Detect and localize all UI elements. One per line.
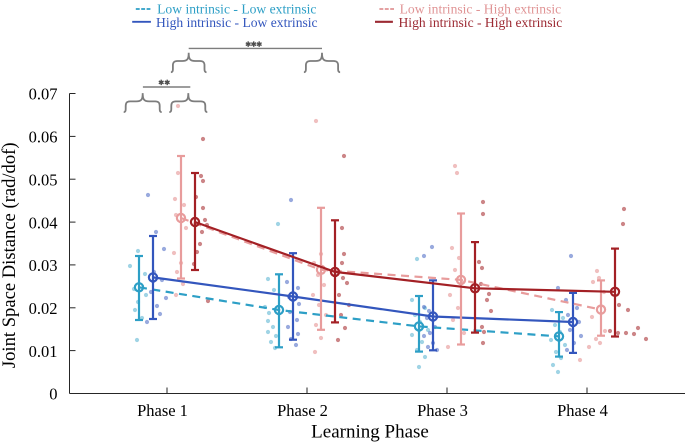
svg-text:0.01: 0.01: [29, 342, 58, 361]
svg-text:0.03: 0.03: [29, 256, 58, 275]
svg-text:0.02: 0.02: [29, 299, 58, 318]
svg-text:Phase 2: Phase 2: [277, 401, 328, 420]
svg-text:0.06: 0.06: [29, 128, 58, 147]
svg-text:Low intrinsic - Low extrinsic: Low intrinsic - Low extrinsic: [157, 2, 316, 17]
svg-text:Phase 3: Phase 3: [417, 401, 468, 420]
svg-text:High intrinsic - High extrinsi: High intrinsic - High extrinsic: [398, 15, 562, 30]
svg-text:Phase 4: Phase 4: [557, 401, 608, 420]
svg-text:Learning Phase: Learning Phase: [311, 422, 429, 443]
svg-text:0.07: 0.07: [29, 85, 58, 104]
svg-text:Low intrinsic - High extrinsic: Low intrinsic - High extrinsic: [400, 2, 562, 17]
svg-text:0.05: 0.05: [29, 170, 58, 189]
svg-text:Joint Space Distance (rad/dof): Joint Space Distance (rad/dof): [0, 142, 20, 368]
svg-text:0: 0: [49, 385, 57, 404]
svg-text:0.04: 0.04: [29, 213, 58, 232]
svg-text:Phase 1: Phase 1: [137, 401, 188, 420]
svg-text:High intrinsic - Low extrinsic: High intrinsic - Low extrinsic: [156, 15, 318, 30]
